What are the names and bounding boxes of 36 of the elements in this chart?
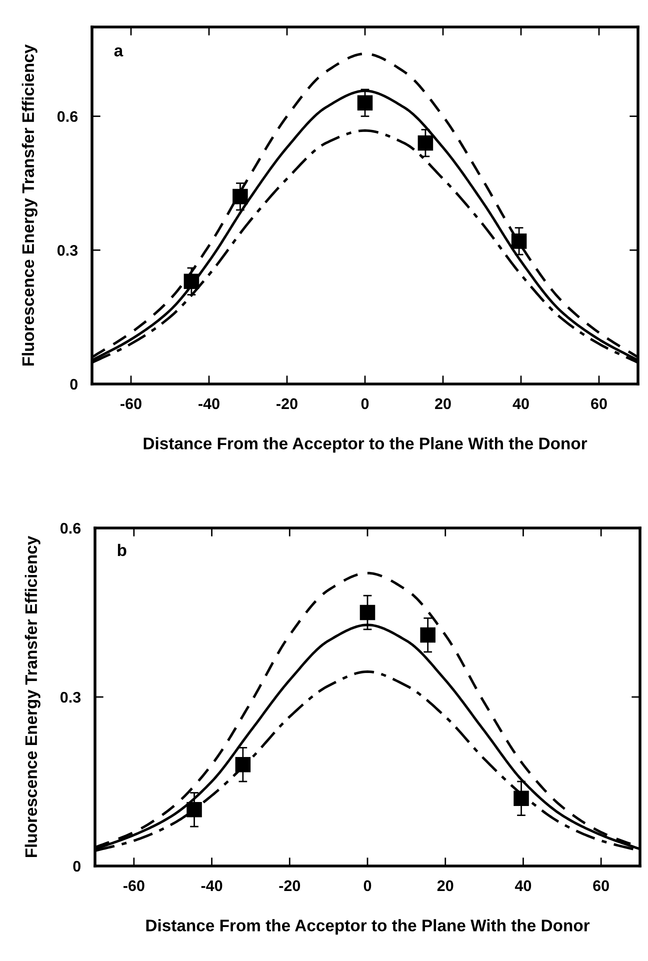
x-tick-label: 60	[591, 398, 607, 410]
point	[360, 604, 376, 620]
point	[420, 627, 436, 643]
x-tick-label: -60	[120, 398, 142, 410]
point	[357, 95, 373, 110]
x-tick-label: -40	[201, 880, 222, 892]
point	[514, 790, 529, 806]
x-tick-label: 0	[361, 398, 369, 410]
x-axis-title: Distance From the Acceptor to the Plane With the Donor	[146, 919, 590, 935]
x-tick-label: 40	[514, 880, 532, 892]
point	[184, 274, 200, 289]
x-tick-label: 0	[364, 880, 372, 892]
y-tick-label: 0.3	[57, 244, 78, 256]
y-axis-title: Fluorescence Energy Transfer Efficiency	[22, 44, 38, 366]
x-tick-label: 20	[435, 398, 451, 410]
y-tick-label: 0.6	[60, 522, 81, 534]
x-tick-label: -60	[123, 880, 144, 892]
x-axis-title: Distance From the Acceptor to the Plane With the Donor	[144, 437, 588, 453]
text: b	[118, 544, 126, 556]
point	[232, 188, 248, 204]
x-tick-label: -40	[198, 398, 220, 410]
x-tick-label: 40	[512, 398, 529, 410]
x-tick-label: 20	[437, 880, 454, 892]
point	[186, 802, 202, 818]
x-tick-label: -20	[279, 880, 300, 892]
y-axis-title: Fluorescence Energy Transfer Efficiency	[24, 536, 40, 858]
point	[511, 234, 527, 249]
point	[418, 135, 434, 151]
text: a	[114, 47, 124, 56]
x-tick-label: -20	[276, 398, 298, 410]
y-tick-label: 0	[70, 378, 78, 390]
y-tick-label: 0.6	[57, 111, 78, 122]
y-tick-label: 0	[73, 860, 80, 872]
point	[235, 756, 251, 772]
x-tick-label: 60	[593, 880, 609, 892]
y-tick-label: 0.3	[60, 692, 81, 703]
